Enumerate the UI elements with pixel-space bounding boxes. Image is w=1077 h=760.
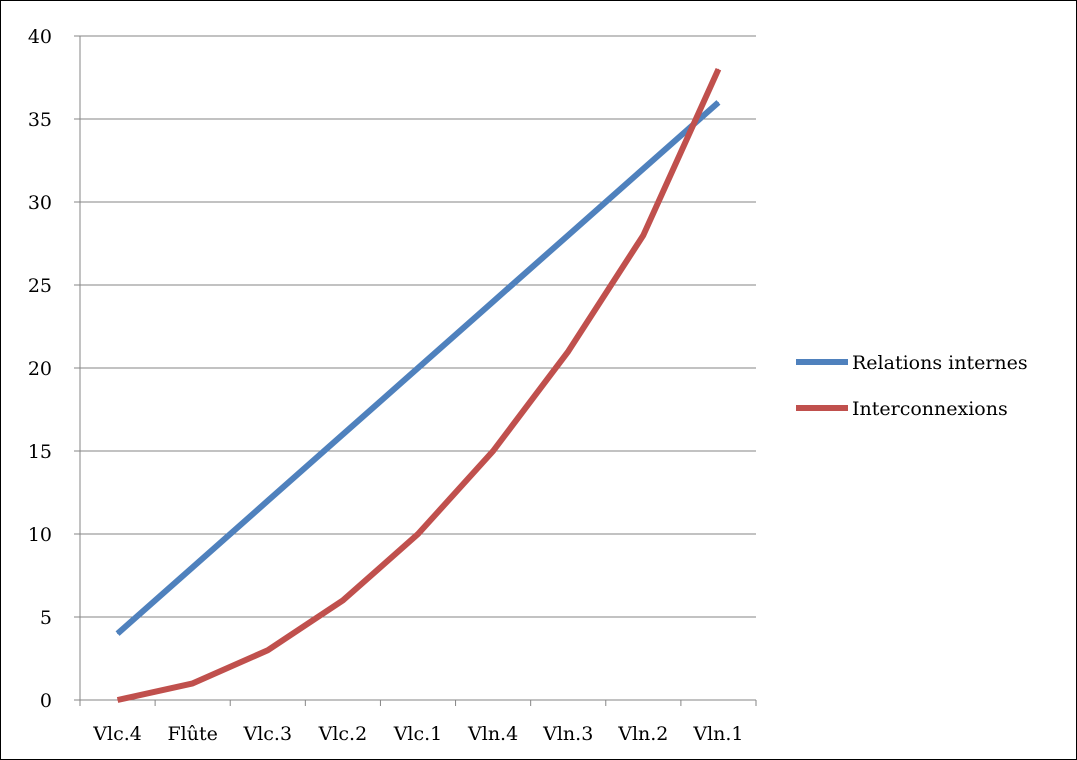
data-point — [717, 68, 719, 70]
axes — [74, 35, 757, 706]
y-tick-label: 40 — [28, 26, 52, 48]
data-point — [267, 649, 269, 651]
data-point — [492, 301, 494, 303]
y-tick-labels: 0 5 10 15 20 25 30 35 40 — [28, 26, 52, 712]
x-tick-label: Vlc.3 — [242, 723, 292, 745]
y-tick-label: 20 — [28, 358, 52, 380]
y-tick-label: 0 — [40, 690, 52, 712]
x-tick-labels: Vlc.4 Flûte Vlc.3 Vlc.2 Vlc.1 Vln.4 Vln.3 Vln.2… — [92, 723, 743, 745]
y-tick-label: 30 — [28, 192, 52, 214]
x-tick-label: Vln.1 — [692, 723, 743, 745]
data-point — [342, 433, 344, 435]
x-tick-label: Flûte — [167, 723, 217, 745]
x-tick-label: Vln.2 — [617, 723, 668, 745]
data-point — [642, 168, 644, 170]
series-line-2 — [116, 67, 722, 703]
x-tick-label: Vln.3 — [542, 723, 593, 745]
data-point — [642, 234, 644, 236]
x-tick-label: Vln.4 — [467, 723, 518, 745]
y-tick-label: 25 — [28, 275, 52, 297]
y-tick-label: 10 — [28, 524, 52, 546]
x-tick-label: Vlc.2 — [318, 723, 368, 745]
data-point — [267, 500, 269, 502]
gridlines — [80, 35, 756, 618]
data-point — [117, 699, 119, 701]
y-tick-label: 5 — [40, 607, 52, 629]
data-point — [192, 682, 194, 684]
data-point — [717, 101, 719, 103]
data-point — [192, 566, 194, 568]
data-point — [567, 234, 569, 236]
x-tick-label: Vlc.4 — [92, 723, 142, 745]
data-point — [417, 533, 419, 535]
data-point — [117, 633, 119, 635]
legend-label: Interconnexions — [852, 398, 1008, 420]
data-point — [567, 350, 569, 352]
x-tick-label: Vlc.1 — [393, 723, 443, 745]
data-point — [417, 367, 419, 369]
y-tick-label: 15 — [28, 441, 52, 463]
data-point — [492, 450, 494, 452]
y-tick-label: 35 — [28, 109, 52, 131]
data-point — [342, 599, 344, 601]
legend: Relations internes Interconnexions — [796, 352, 1028, 420]
series-lines — [115, 67, 722, 703]
legend-label: Relations internes — [852, 352, 1028, 374]
